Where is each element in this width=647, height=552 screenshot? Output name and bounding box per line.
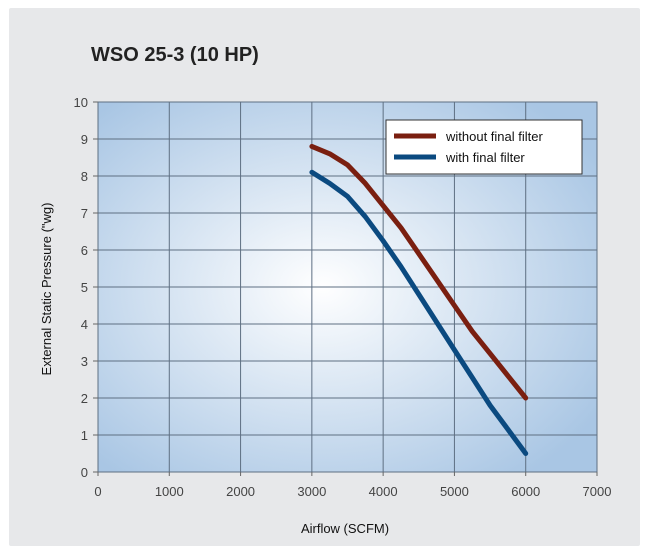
y-tick-label: 3 (81, 354, 88, 369)
y-axis-title: External Static Pressure ("wg) (39, 203, 54, 376)
y-tick-label: 5 (81, 280, 88, 295)
axes: 0 1000 2000 3000 4000 5000 6000 7000 0 1 2 3 4 5 6 7 8 9 1… (74, 95, 612, 499)
x-tick-label: 5000 (440, 484, 469, 499)
x-tick-label: 3000 (297, 484, 326, 499)
series-line-1 (309, 143, 529, 401)
legend: without final filter with final filter (385, 119, 583, 175)
y-tick-label: 10 (74, 95, 88, 110)
x-tick-label: 0 (94, 484, 101, 499)
x-tick-label: 7000 (583, 484, 612, 499)
y-tick-label: 1 (81, 428, 88, 443)
y-tick-label: 6 (81, 243, 88, 258)
legend-label: without final filter (445, 129, 543, 144)
x-tick-label: 6000 (511, 484, 540, 499)
chart-title: WSO 25-3 (10 HP) (91, 44, 259, 66)
y-tick-label: 9 (81, 132, 88, 147)
x-tick-label: 4000 (369, 484, 398, 499)
y-tick-label: 7 (81, 206, 88, 221)
x-axis-title: Airflow (SCFM) (301, 521, 389, 536)
y-tick-label: 0 (81, 465, 88, 480)
x-tick-label: 1000 (155, 484, 184, 499)
y-tick-label: 4 (81, 317, 88, 332)
x-tick-label: 2000 (226, 484, 255, 499)
series-line-2 (309, 169, 529, 456)
legend-label: with final filter (445, 150, 525, 165)
y-tick-label: 8 (81, 169, 88, 184)
series (309, 143, 529, 456)
legend-box (385, 119, 583, 175)
y-tick-label: 2 (81, 391, 88, 406)
